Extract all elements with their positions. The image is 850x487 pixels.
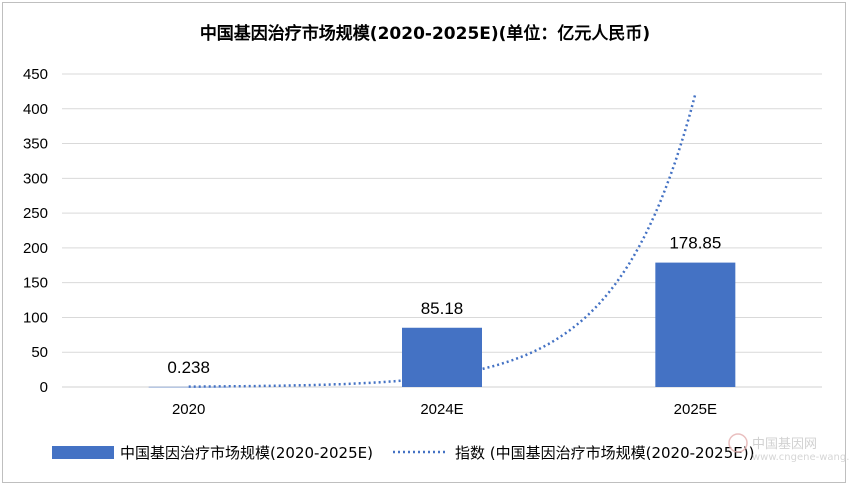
y-tick-label: 100 bbox=[23, 309, 48, 326]
watermark-logo-icon bbox=[728, 433, 748, 453]
legend-label-trend: 指数 (中国基因治疗市场规模(2020-2025E)) bbox=[455, 444, 754, 462]
chart-title: 中国基因治疗市场规模(2020-2025E)(单位：亿元人民币) bbox=[200, 23, 650, 44]
bar bbox=[402, 327, 482, 387]
watermark-text: 中国基因网 bbox=[752, 437, 817, 452]
y-tick-label: 300 bbox=[23, 170, 48, 187]
watermark: 中国基因网 www.cngene-wang.com bbox=[728, 433, 850, 463]
x-tick-label: 2025E bbox=[674, 401, 717, 418]
y-tick-label: 150 bbox=[23, 275, 48, 292]
bar bbox=[655, 262, 736, 387]
y-tick-label: 450 bbox=[23, 66, 48, 83]
data-label: 85.18 bbox=[421, 299, 464, 318]
bar bbox=[148, 386, 229, 388]
y-tick-label: 0 bbox=[40, 379, 48, 396]
x-axis-ticks: 2020 2024E 2025E bbox=[172, 401, 717, 418]
y-axis-ticks: 0 50 100 150 200 250 300 350 400 450 bbox=[23, 66, 48, 396]
data-label: 0.238 bbox=[167, 358, 210, 377]
y-tick-label: 250 bbox=[23, 205, 48, 222]
x-tick-label: 2024E bbox=[420, 401, 463, 418]
bars bbox=[148, 262, 736, 388]
legend-swatch-bar bbox=[52, 446, 114, 459]
legend: 中国基因治疗市场规模(2020-2025E) 指数 (中国基因治疗市场规模(20… bbox=[52, 444, 754, 462]
data-labels: 0.238 85.18 178.85 bbox=[167, 234, 721, 377]
legend-label-bar: 中国基因治疗市场规模(2020-2025E) bbox=[120, 444, 373, 462]
watermark-subtext: www.cngene-wang.com bbox=[752, 452, 850, 463]
data-label: 178.85 bbox=[669, 234, 721, 253]
x-tick-label: 2020 bbox=[172, 401, 205, 418]
y-tick-label: 350 bbox=[23, 136, 48, 153]
y-tick-label: 200 bbox=[23, 240, 48, 257]
y-tick-label: 400 bbox=[23, 101, 48, 118]
y-tick-label: 50 bbox=[31, 344, 48, 361]
